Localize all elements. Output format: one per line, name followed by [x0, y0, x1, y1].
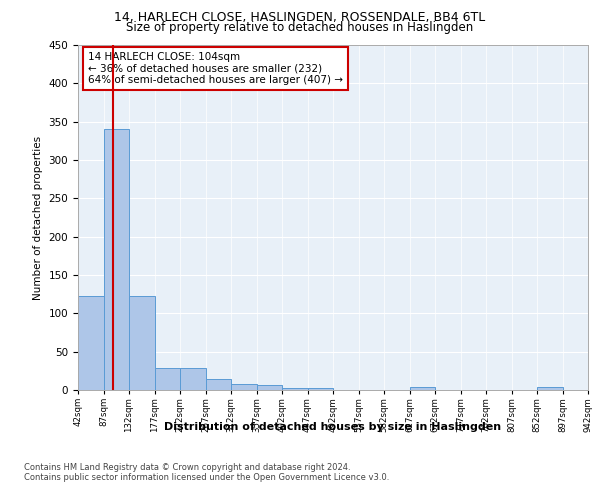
Text: Contains public sector information licensed under the Open Government Licence v3: Contains public sector information licen… [24, 472, 389, 482]
Text: Distribution of detached houses by size in Haslingden: Distribution of detached houses by size … [164, 422, 502, 432]
Bar [129, 296, 155, 390]
Bar [180, 368, 205, 390]
Bar [537, 387, 563, 390]
Bar [104, 130, 129, 390]
Bar [257, 386, 282, 390]
Bar [282, 388, 308, 390]
Text: Contains HM Land Registry data © Crown copyright and database right 2024.: Contains HM Land Registry data © Crown c… [24, 462, 350, 471]
Text: 14, HARLECH CLOSE, HASLINGDEN, ROSSENDALE, BB4 6TL: 14, HARLECH CLOSE, HASLINGDEN, ROSSENDAL… [115, 11, 485, 24]
Bar [205, 380, 231, 390]
Bar [409, 387, 435, 390]
Bar [155, 368, 180, 390]
Bar [308, 388, 333, 390]
Y-axis label: Number of detached properties: Number of detached properties [33, 136, 43, 300]
Text: Size of property relative to detached houses in Haslingden: Size of property relative to detached ho… [127, 21, 473, 34]
Bar [231, 384, 257, 390]
Bar [78, 296, 104, 390]
Text: 14 HARLECH CLOSE: 104sqm
← 36% of detached houses are smaller (232)
64% of semi-: 14 HARLECH CLOSE: 104sqm ← 36% of detach… [88, 52, 343, 85]
